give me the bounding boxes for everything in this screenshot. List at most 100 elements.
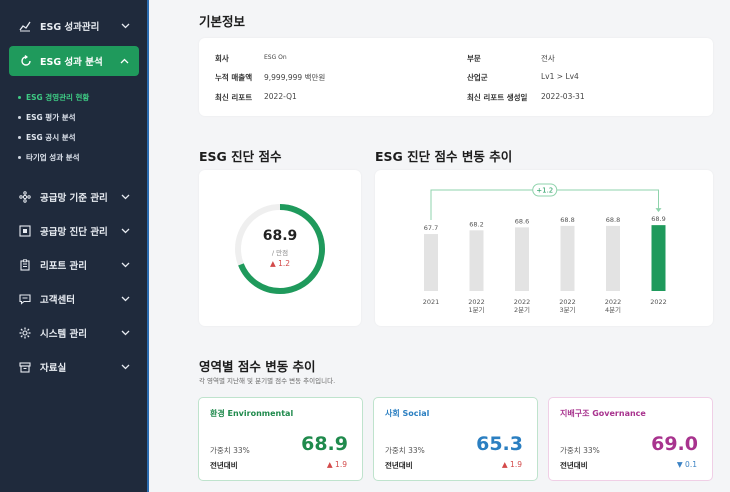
sidebar-item-report[interactable]: 리포트 관리	[0, 252, 149, 278]
sub-item-label: ESG 평가 분석	[26, 113, 76, 122]
x-tick-label: 4분기	[605, 305, 621, 314]
sidebar-item-label: 고객센터	[40, 295, 75, 306]
info-value: Lv1 > Lv4	[541, 72, 579, 81]
chevron-down-icon	[119, 330, 131, 336]
info-value: 9,999,999 백만원	[264, 73, 326, 82]
sub-item-label: 타기업 성과 분석	[26, 153, 80, 162]
score-value: 68.9	[262, 228, 298, 244]
sidebar-item-label: ESG 성과관리	[40, 22, 100, 33]
arrow-down-icon	[655, 208, 662, 213]
x-tick-label: 2021	[423, 298, 440, 306]
x-tick-label: 2022	[605, 298, 622, 306]
bar-value-label: 67.7	[424, 224, 438, 232]
x-tick-label: 3분기	[559, 305, 575, 314]
sidebar: ESG 성과관리 ESG 성과 분석 ESG 경영관리 현황 ESG 평가 분석…	[0, 0, 149, 492]
metric-title: 사회 Social	[385, 409, 430, 418]
score-gauge	[235, 204, 325, 294]
metric-yoy-label: 전년대비	[560, 461, 588, 470]
sidebar-item-system[interactable]: 시스템 관리	[0, 320, 149, 346]
score-unit: / 만점	[271, 249, 289, 257]
sub-item-label: ESG 공시 분석	[26, 133, 76, 142]
change-label: +1.2	[536, 187, 553, 195]
sidebar-item-label: 자료실	[40, 363, 67, 374]
x-tick-label: 2022	[650, 298, 667, 306]
metric-value: 65.3	[476, 433, 523, 455]
metric-delta: ▲ 1.9	[326, 460, 347, 469]
sidebar-item-supply-standard[interactable]: 공급망 기준 관리	[0, 184, 149, 210]
bullet-dot-icon	[18, 96, 21, 99]
archive-icon	[18, 360, 32, 374]
score-delta: ▲ 1.2	[269, 259, 291, 268]
metric-title: 지배구조 Governance	[560, 409, 646, 418]
metric-yoy-label: 전년대비	[385, 461, 413, 470]
bar-3[interactable]	[560, 225, 575, 291]
x-tick-label: 1분기	[468, 305, 484, 314]
metric-delta: ▲ 1.9	[501, 460, 522, 469]
sub-item-peer-analysis[interactable]: 타기업 성과 분석	[18, 152, 80, 163]
chevron-down-icon	[119, 228, 131, 234]
info-key: 최신 리포트	[215, 93, 253, 102]
sub-item-label: ESG 경영관리 현황	[26, 93, 90, 102]
bullet-dot-icon	[18, 136, 21, 139]
bar-value-label: 68.2	[469, 220, 483, 228]
chevron-down-icon	[119, 364, 131, 370]
bar-value-label: 68.9	[651, 215, 665, 223]
sidebar-item-label: 시스템 관리	[40, 329, 88, 340]
network-icon	[18, 190, 32, 204]
bar-1[interactable]	[469, 230, 484, 291]
sidebar-item-support[interactable]: 고객센터	[0, 286, 149, 312]
change-pill	[532, 183, 558, 197]
score-card: 68.9 / 만점 ▲ 1.2	[199, 170, 361, 326]
score-title: ESG 진단 점수	[199, 149, 282, 164]
x-tick-label: 2분기	[514, 305, 530, 314]
info-value: 2022-Q1	[264, 92, 297, 101]
metric-value: 68.9	[301, 433, 348, 455]
chevron-down-icon	[119, 296, 131, 302]
bar-2[interactable]	[515, 227, 529, 291]
area-title: 영역별 점수 변동 추이	[199, 359, 316, 374]
x-tick-label: 2022	[468, 298, 485, 306]
metric-card-governance[interactable]: 지배구조 Governance 가중치 33% 전년대비 69.0 ▼ 0.1	[548, 397, 713, 481]
sub-item-disclosure[interactable]: ESG 공시 분석	[18, 132, 76, 143]
info-key: 누적 매출액	[215, 73, 253, 82]
sidebar-item-label: 공급망 기준 관리	[40, 193, 108, 204]
sidebar-item-label: ESG 성과 분석	[40, 57, 103, 68]
metric-title: 환경 Environmental	[210, 409, 294, 418]
sidebar-item-label: 리포트 관리	[40, 261, 88, 272]
info-key: 산업군	[467, 73, 488, 82]
gauge-fill	[235, 204, 325, 294]
sidebar-item-supply-diagnosis[interactable]: 공급망 진단 관리	[0, 218, 149, 244]
sub-item-management-status[interactable]: ESG 경영관리 현황	[18, 92, 89, 103]
info-value: 전사	[541, 54, 555, 63]
bar-0[interactable]	[424, 234, 438, 291]
metric-yoy-label: 전년대비	[210, 461, 238, 470]
bullet-dot-icon	[18, 116, 21, 119]
clipboard-icon	[18, 258, 32, 272]
info-value: 2022-03-31	[541, 92, 585, 101]
bar-value-label: 68.8	[606, 216, 620, 224]
line-chart-icon	[18, 19, 32, 33]
sidebar-item-archive[interactable]: 자료실	[0, 354, 149, 380]
sidebar-item-analysis[interactable]: ESG 성과 분석	[9, 46, 139, 76]
chevron-up-icon	[120, 58, 129, 64]
bar-group: 67.7202168.220221분기68.620222분기68.820223분…	[423, 215, 667, 314]
sidebar-item-performance[interactable]: ESG 성과관리	[0, 13, 149, 39]
metric-delta: ▼ 0.1	[676, 460, 697, 469]
metric-weight: 가중치 33%	[210, 446, 250, 455]
metric-card-environmental[interactable]: 환경 Environmental 가중치 33% 전년대비 68.9 ▲ 1.9	[198, 397, 363, 481]
info-row-company: 회사 ESG On	[215, 53, 287, 64]
info-row-latest-report: 최신 리포트 2022-Q1	[215, 92, 297, 103]
bar-4[interactable]	[606, 225, 620, 291]
sub-item-evaluation[interactable]: ESG 평가 분석	[18, 112, 76, 123]
bar-value-label: 68.6	[515, 217, 529, 225]
trend-chart: +1.2 67.7202168.220221분기68.620222분기68.82…	[423, 183, 667, 314]
sidebar-item-label: 공급망 진단 관리	[40, 227, 108, 238]
chevron-down-icon	[119, 23, 131, 29]
basic-info-title: 기본정보	[199, 14, 246, 29]
info-key: 부문	[467, 54, 481, 63]
metric-card-social[interactable]: 사회 Social 가중치 33% 전년대비 65.3 ▲ 1.9	[373, 397, 538, 481]
metric-weight: 가중치 33%	[560, 446, 600, 455]
info-key: 최신 리포트 생성일	[467, 93, 528, 102]
bar-5[interactable]	[651, 225, 666, 291]
info-row-report-date: 최신 리포트 생성일 2022-03-31	[467, 92, 585, 103]
